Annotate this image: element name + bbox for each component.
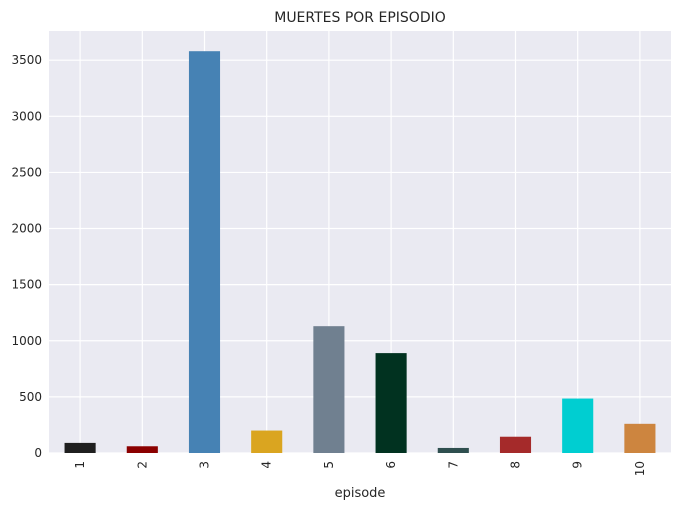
chart-title: MUERTES POR EPISODIO	[274, 10, 446, 26]
x-tick-label: 8	[509, 461, 523, 469]
bar-episode-5	[313, 326, 345, 453]
y-tick-label: 1000	[11, 334, 42, 348]
y-tick-label: 3000	[11, 109, 42, 123]
y-tick-label: 2500	[11, 165, 42, 179]
x-tick-label: 10	[633, 461, 647, 476]
bar-episode-9	[562, 398, 594, 453]
bar-episode-6	[375, 353, 407, 453]
x-tick-label: 5	[322, 461, 336, 469]
bar-episode-7	[437, 447, 469, 453]
bar-episode-1	[64, 442, 96, 453]
x-axis-label: episode	[335, 486, 386, 501]
bar-episode-8	[499, 436, 532, 453]
x-tick-label: 2	[135, 461, 149, 469]
y-tick-label: 1500	[11, 278, 42, 292]
x-tick-label: 6	[384, 461, 398, 469]
bar-episode-3	[188, 51, 221, 454]
x-tick-label: 4	[260, 461, 274, 469]
bar-episode-10	[624, 423, 656, 453]
x-tick-label: 9	[571, 461, 585, 469]
x-axis-ticks: 1 2 3 4 5 6 7 8 9 10	[73, 461, 647, 476]
bar-episode-4	[251, 430, 283, 453]
bar-episode-2	[126, 446, 158, 453]
y-tick-label: 3500	[11, 53, 42, 67]
y-tick-label: 2000	[11, 222, 42, 236]
x-tick-label: 7	[446, 461, 460, 469]
y-tick-label: 500	[19, 390, 42, 404]
plot-area	[49, 31, 671, 453]
bars-group	[64, 51, 656, 454]
x-tick-label: 3	[198, 461, 212, 469]
y-tick-label: 0	[34, 446, 42, 460]
y-axis-ticks: 0 500 1000 1500 2000 2500 3000 3500	[11, 53, 42, 460]
x-tick-label: 1	[73, 461, 87, 469]
